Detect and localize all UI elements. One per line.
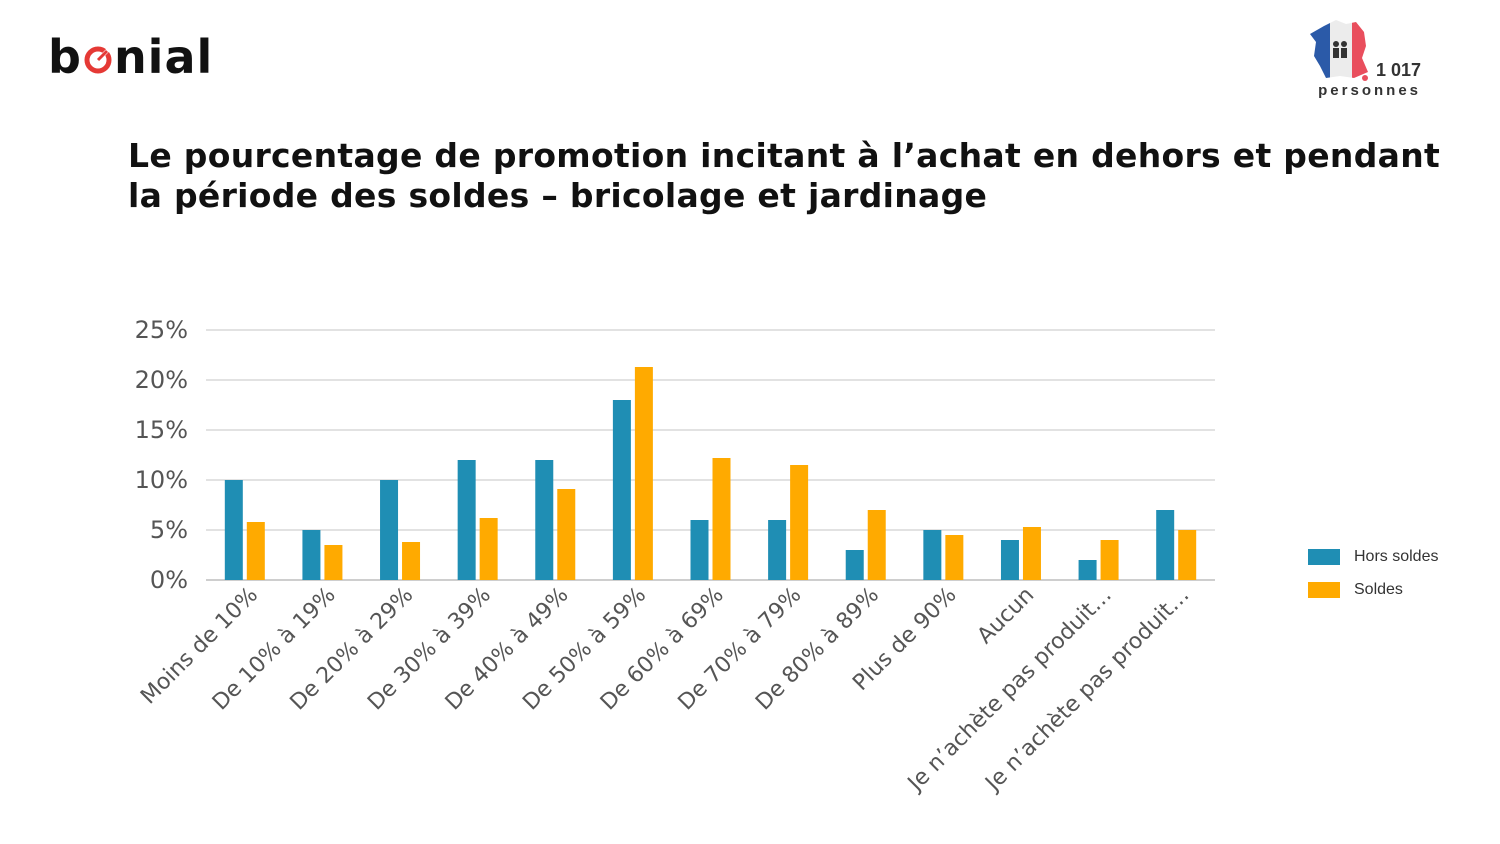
bar-hors-soldes: [1156, 510, 1175, 580]
logo-text-start: b: [48, 30, 82, 84]
bar-soldes: [712, 458, 731, 580]
bar-soldes: [324, 545, 343, 580]
y-tick-label: 25%: [135, 316, 188, 344]
legend-swatch-soldes: [1308, 581, 1340, 598]
y-tick-label: 10%: [135, 466, 188, 494]
y-tick-label: 0%: [150, 566, 188, 594]
gridlines: [206, 329, 1215, 581]
bar-hors-soldes: [457, 460, 476, 580]
y-tick-label: 5%: [150, 516, 188, 544]
bar-hors-soldes: [690, 520, 709, 580]
y-tick-label: 20%: [135, 366, 188, 394]
bar-hors-soldes: [612, 400, 631, 580]
bar-hors-soldes: [768, 520, 787, 580]
bar-soldes: [945, 535, 964, 580]
legend-label-soldes: Soldes: [1354, 580, 1403, 598]
respondent-count: 1 017: [1375, 60, 1421, 80]
legend-swatch-hors-soldes: [1308, 548, 1340, 565]
bars: [224, 367, 1197, 580]
bar-soldes: [402, 542, 421, 580]
bar-soldes: [790, 465, 809, 580]
y-axis-tick-labels: 0% 5% 10% 15% 20% 25%: [135, 316, 188, 594]
legend-item-hors-soldes: Hors soldes: [1308, 540, 1438, 573]
legend-item-soldes: Soldes: [1308, 573, 1438, 606]
chart-legend: Hors soldes Soldes: [1308, 540, 1438, 606]
logo-text-end: nial: [113, 30, 214, 84]
bar-hors-soldes: [535, 460, 554, 580]
x-tick-label: Aucun: [973, 583, 1039, 649]
bar-hors-soldes: [302, 530, 321, 580]
bar-hors-soldes: [1000, 540, 1019, 580]
bar-soldes: [479, 518, 498, 580]
bar-hors-soldes: [224, 480, 243, 580]
bonial-logo: b nial: [48, 30, 213, 84]
sample-size-badge: 1 017 personnes: [1300, 14, 1425, 104]
bar-soldes: [557, 489, 576, 580]
x-axis-tick-labels: Moins de 10%De 10% à 19%De 20% à 29%De 3…: [136, 583, 1194, 798]
bar-hors-soldes: [380, 480, 399, 580]
bar-soldes: [1100, 540, 1119, 580]
bar-hors-soldes: [923, 530, 942, 580]
legend-label-hors-soldes: Hors soldes: [1354, 547, 1439, 565]
respondent-unit: personnes: [1318, 82, 1421, 99]
bar-soldes: [867, 510, 886, 580]
chart-title: Le pourcentage de promotion incitant à l…: [128, 136, 1441, 215]
bar-soldes: [1022, 527, 1041, 580]
france-flag-map-icon: [1310, 20, 1368, 81]
bar-soldes: [634, 367, 653, 580]
bar-soldes: [246, 522, 265, 580]
bar-hors-soldes: [1078, 560, 1097, 580]
logo-target-icon: [83, 32, 113, 74]
bar-hors-soldes: [845, 550, 864, 580]
bar-soldes: [1178, 530, 1197, 580]
y-tick-label: 15%: [135, 416, 188, 444]
